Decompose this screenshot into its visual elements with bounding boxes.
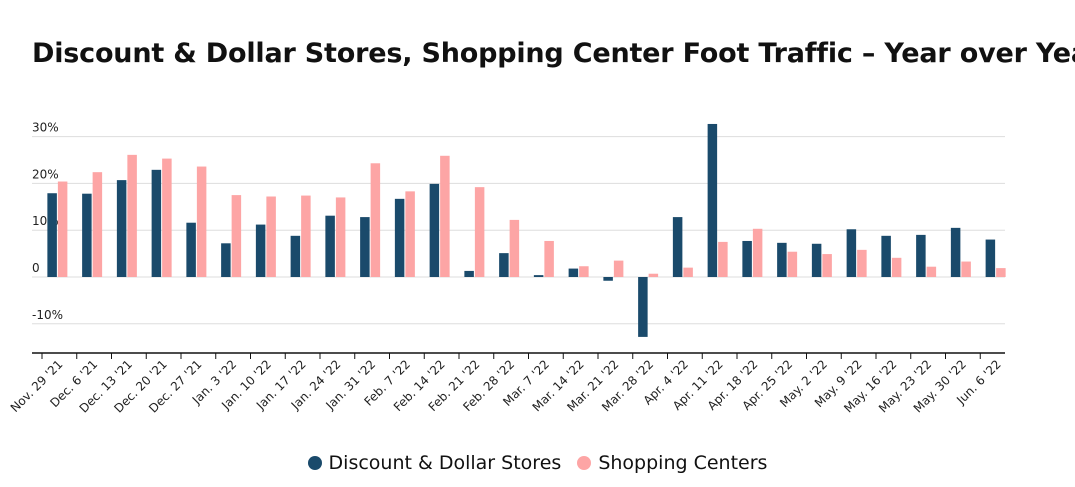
bar-shopping-centers <box>579 266 589 277</box>
legend-item-discount-dollar-stores: Discount & Dollar Stores <box>307 452 562 474</box>
x-axis <box>32 352 1005 359</box>
bar-discount-dollar-stores <box>603 277 613 281</box>
bar-shopping-centers <box>405 191 415 277</box>
bars <box>47 123 1006 337</box>
bar-discount-dollar-stores <box>638 277 648 337</box>
bar-shopping-centers <box>718 241 728 277</box>
bar-shopping-centers <box>926 266 937 277</box>
bar-discount-dollar-stores <box>290 235 301 277</box>
bar-shopping-centers <box>196 166 207 277</box>
chart-title: Discount & Dollar Stores, Shopping Cente… <box>32 38 1075 69</box>
bar-shopping-centers <box>683 267 693 277</box>
bar-shopping-centers <box>127 154 137 277</box>
bar-discount-dollar-stores <box>394 198 405 277</box>
bar-discount-dollar-stores <box>950 227 961 277</box>
bar-shopping-centers <box>231 195 242 277</box>
bar-discount-dollar-stores <box>499 253 509 277</box>
y-tick-label: 20% <box>32 167 59 181</box>
bar-discount-dollar-stores <box>777 242 787 277</box>
bar-discount-dollar-stores <box>811 243 822 277</box>
bar-discount-dollar-stores <box>360 217 370 277</box>
legend-item-shopping-centers: Shopping Centers <box>577 452 767 474</box>
bar-shopping-centers <box>822 254 832 277</box>
bar-discount-dollar-stores <box>325 215 335 277</box>
bar-discount-dollar-stores <box>429 183 440 277</box>
bar-discount-dollar-stores <box>742 240 752 277</box>
legend: Discount & Dollar Stores Shopping Center… <box>0 452 1075 475</box>
bar-discount-dollar-stores <box>672 217 683 277</box>
bar-discount-dollar-stores <box>151 169 162 277</box>
bar-discount-dollar-stores <box>881 235 891 277</box>
bar-discount-dollar-stores <box>116 180 127 277</box>
bar-shopping-centers <box>857 249 867 277</box>
bar-shopping-centers <box>266 196 276 277</box>
bar-shopping-centers <box>996 268 1006 277</box>
bar-discount-dollar-stores <box>221 243 231 277</box>
bar-discount-dollar-stores <box>186 222 196 277</box>
y-tick-label: 30% <box>32 121 59 135</box>
bar-discount-dollar-stores <box>707 123 718 278</box>
bar-shopping-centers <box>613 260 624 277</box>
bar-shopping-centers <box>335 197 346 277</box>
legend-swatch-discount <box>307 456 322 470</box>
bar-shopping-centers <box>961 261 971 277</box>
bar-shopping-centers <box>162 158 172 277</box>
bar-shopping-centers <box>509 219 520 277</box>
bar-shopping-centers <box>440 155 450 277</box>
bar-discount-dollar-stores <box>533 275 544 277</box>
bar-discount-dollar-stores <box>255 224 266 277</box>
bar-discount-dollar-stores <box>846 229 857 277</box>
bar-discount-dollar-stores <box>82 193 92 277</box>
bar-shopping-centers <box>648 273 659 277</box>
bar-discount-dollar-stores <box>985 239 996 277</box>
bar-shopping-centers <box>891 257 902 277</box>
bar-shopping-centers <box>544 240 554 277</box>
bar-discount-dollar-stores <box>464 270 474 277</box>
legend-label: Discount & Dollar Stores <box>328 452 562 474</box>
bar-shopping-centers <box>92 172 103 277</box>
y-tick-label: -10% <box>32 308 63 322</box>
bar-shopping-centers <box>370 163 381 277</box>
bar-shopping-centers <box>752 228 763 277</box>
bar-shopping-centers <box>57 181 68 277</box>
bar-discount-dollar-stores <box>47 193 57 277</box>
y-tick-label: 0 <box>32 261 40 275</box>
legend-label: Shopping Centers <box>598 452 768 474</box>
bar-shopping-centers <box>474 187 485 277</box>
legend-swatch-shopping <box>577 456 592 470</box>
bar-shopping-centers <box>301 195 311 277</box>
bar-discount-dollar-stores <box>916 234 926 277</box>
bar-shopping-centers <box>787 251 798 277</box>
bar-discount-dollar-stores <box>568 268 579 277</box>
